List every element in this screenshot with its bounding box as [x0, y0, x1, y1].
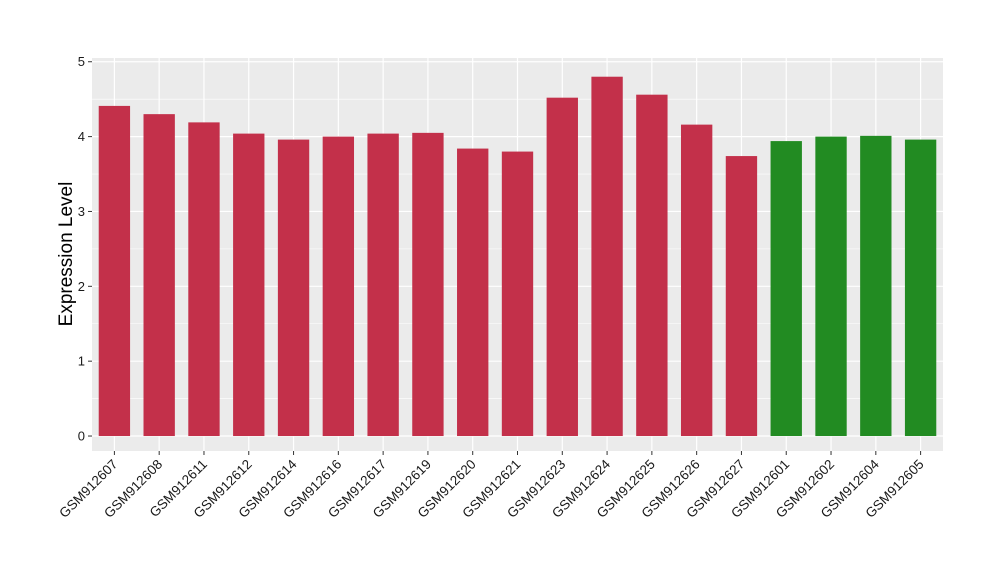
bar-GSM912617: [367, 133, 399, 437]
bars: [98, 76, 937, 437]
y-tick-label: 3: [78, 204, 85, 219]
bar-GSM912627: [725, 156, 758, 437]
y-tick-label: 2: [78, 279, 85, 294]
bar-GSM912612: [233, 133, 265, 437]
y-axis-title: Expression Level: [56, 182, 77, 327]
bar-GSM912602: [815, 136, 847, 437]
bar-GSM912611: [188, 122, 220, 437]
y-axis: 0 1 2 3 4 5: [78, 54, 92, 444]
bar-GSM912621: [501, 151, 534, 437]
y-tick-label: 4: [78, 129, 85, 144]
y-tick-label: 1: [78, 354, 85, 369]
bar-GSM912616: [322, 136, 355, 437]
bar-GSM912605: [904, 139, 937, 437]
bar-GSM912601: [770, 141, 802, 437]
bar-GSM912614: [277, 139, 310, 437]
bar-GSM912607: [98, 105, 131, 437]
bar-GSM912608: [143, 114, 175, 437]
bar-GSM912620: [457, 148, 489, 437]
x-axis: GSM912607GSM912608GSM912611GSM912612GSM9…: [56, 451, 927, 521]
y-tick-label: 0: [78, 429, 85, 444]
bar-GSM912626: [680, 124, 713, 437]
bar-GSM912619: [412, 132, 444, 437]
bar-GSM912625: [636, 94, 668, 437]
y-tick-label: 5: [78, 54, 85, 69]
bar-GSM912604: [860, 135, 892, 437]
bar-GSM912624: [591, 76, 623, 437]
bar-GSM912623: [546, 97, 578, 437]
